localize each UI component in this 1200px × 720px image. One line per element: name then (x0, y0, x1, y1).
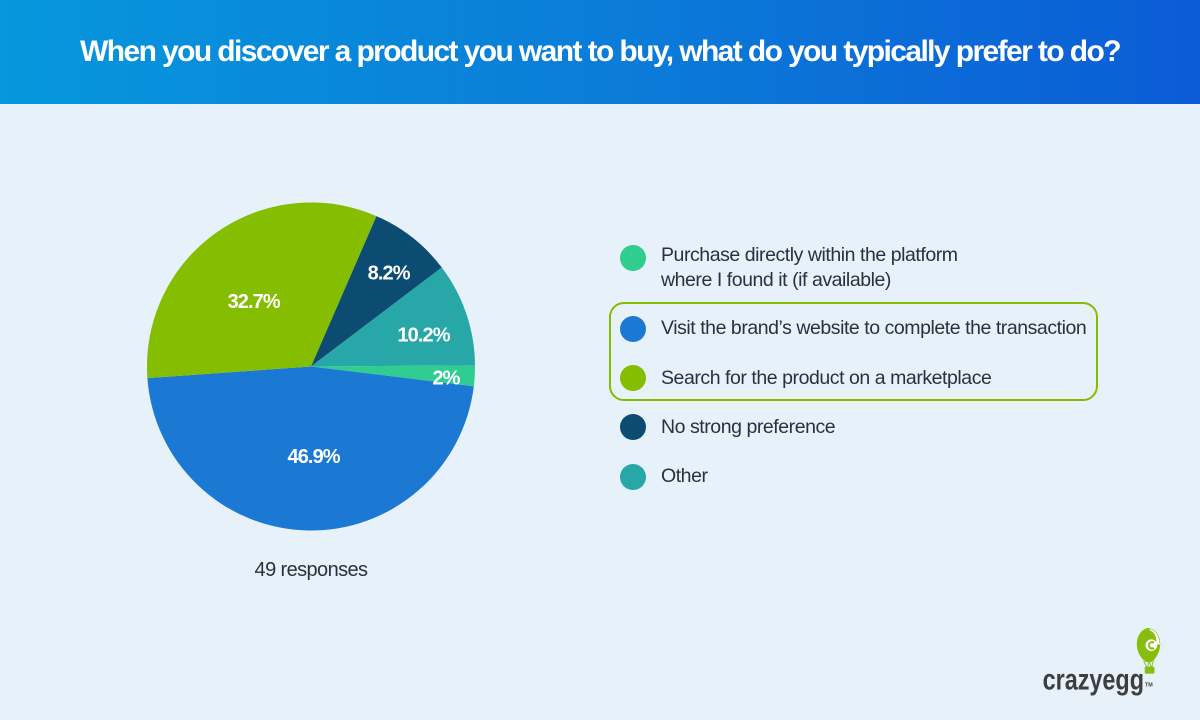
svg-text:2%: 2% (432, 367, 460, 389)
svg-text:8.2%: 8.2% (368, 263, 411, 285)
svg-text:TM: TM (1145, 683, 1153, 689)
svg-text:10.2%: 10.2% (397, 324, 450, 346)
svg-text:46.9%: 46.9% (287, 446, 340, 468)
svg-text:32.7%: 32.7% (228, 291, 281, 313)
svg-text:crazyegg: crazyegg (1043, 663, 1144, 696)
